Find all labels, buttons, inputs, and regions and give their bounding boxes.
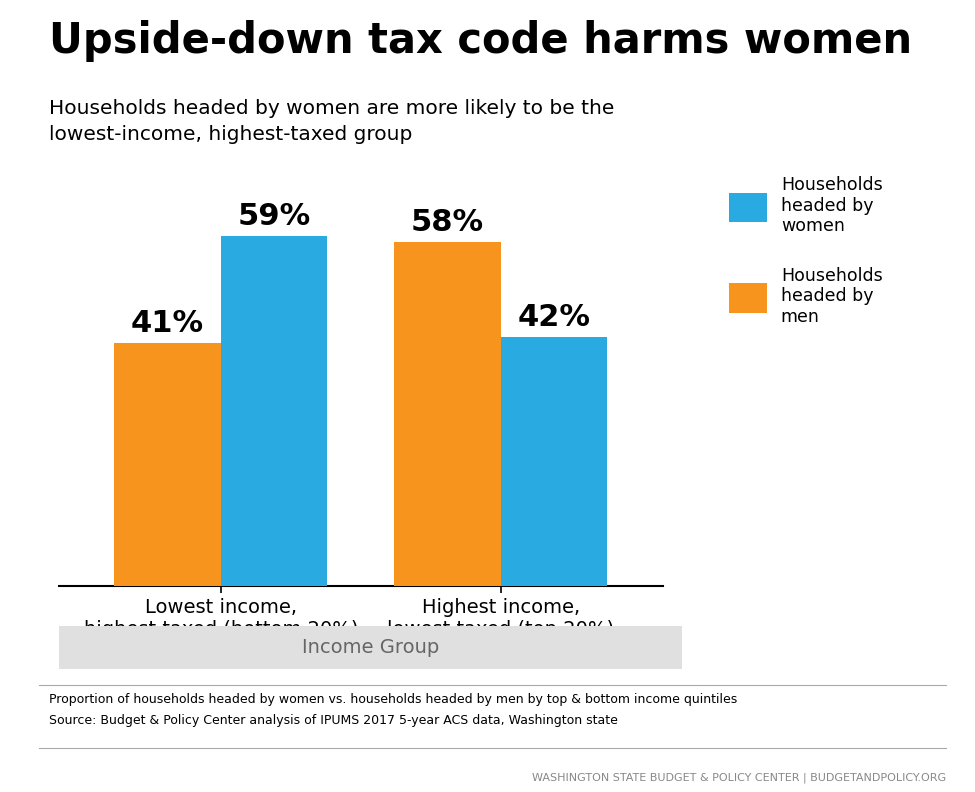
Text: Income Group: Income Group: [302, 638, 439, 657]
Text: 59%: 59%: [237, 202, 311, 231]
Text: 41%: 41%: [131, 309, 204, 337]
Text: 58%: 58%: [410, 208, 484, 237]
Text: Source: Budget & Policy Center analysis of IPUMS 2017 5-year ACS data, Washingto: Source: Budget & Policy Center analysis …: [49, 714, 617, 727]
Text: 42%: 42%: [518, 303, 590, 332]
Bar: [394, 242, 501, 586]
Text: Upside-down tax code harms women: Upside-down tax code harms women: [49, 20, 912, 62]
Text: WASHINGTON STATE BUDGET & POLICY CENTER | BUDGETANDPOLICY.ORG: WASHINGTON STATE BUDGET & POLICY CENTER …: [531, 772, 946, 782]
Bar: [501, 337, 607, 586]
Bar: [114, 342, 220, 586]
Text: Households headed by women are more likely to be the
lowest-income, highest-taxe: Households headed by women are more like…: [49, 99, 614, 144]
Text: Proportion of households headed by women vs. households headed by men by top & b: Proportion of households headed by women…: [49, 693, 737, 706]
Legend: Households
headed by
women, Households
headed by
men: Households headed by women, Households h…: [721, 167, 891, 335]
Bar: [220, 236, 328, 586]
